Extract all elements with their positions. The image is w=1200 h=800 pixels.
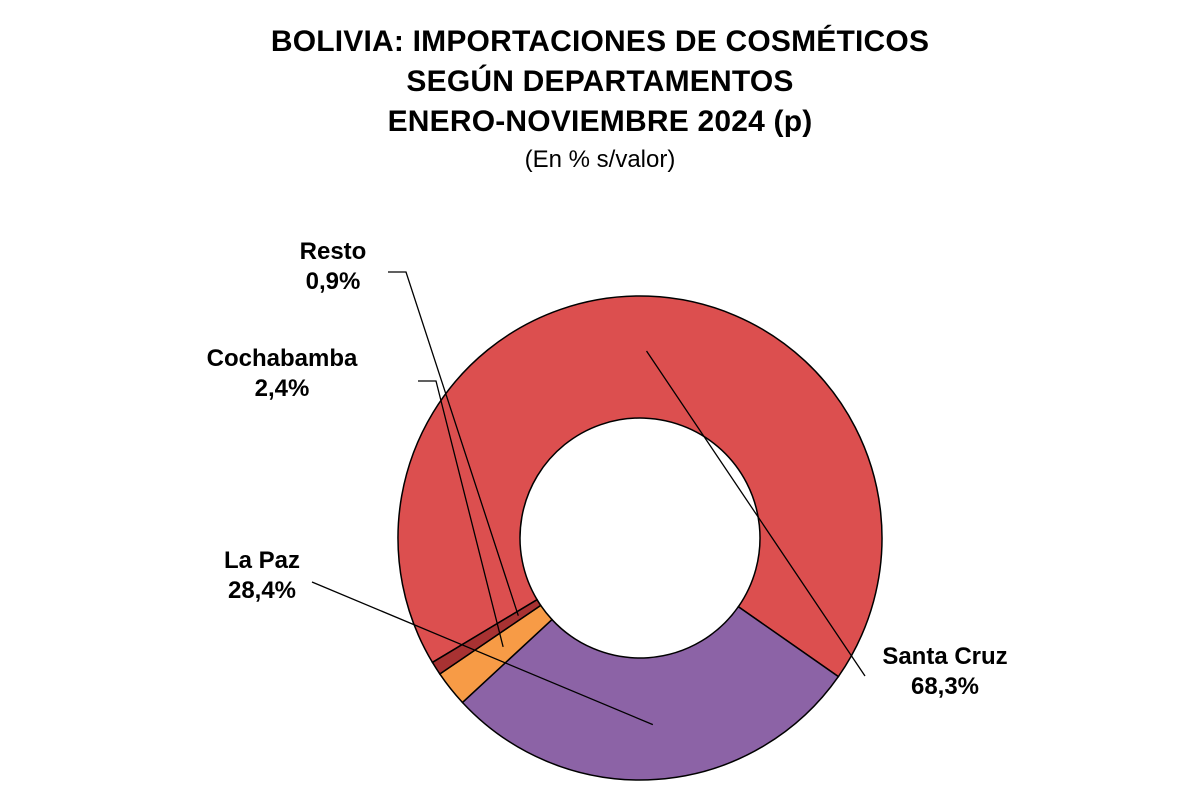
slice-value-cochabamba: 2,4%: [255, 375, 310, 402]
donut-slices: [397, 295, 883, 781]
slice-labels: Santa Cruz 68,3% La Paz 28,4% Cochabamba 2,4%…: [207, 238, 1008, 700]
chart-title-line-2: SEGÚN DEPARTAMENTOS: [406, 65, 794, 98]
leader-line-resto: [388, 271, 519, 616]
leader-line-la-paz: [311, 581, 654, 726]
slice-santa-cruz: [397, 295, 883, 678]
chart-subtitle: (En % s/valor): [524, 146, 676, 173]
slice-name-cochabamba: Cochabamba: [207, 345, 358, 372]
slice-la-paz: [461, 605, 840, 781]
leader-line-santa-cruz: [645, 350, 866, 677]
slice-value-la-paz: 28,4%: [228, 577, 296, 604]
chart-title-line-1: BOLIVIA: IMPORTACIONES DE COSMÉTICOS: [270, 25, 930, 58]
slice-name-santa-cruz: Santa Cruz: [882, 643, 1007, 670]
slice-name-la-paz: La Paz: [224, 547, 300, 574]
chart-title-line-3: ENERO-NOVIEMBRE 2024 (p): [387, 105, 813, 138]
chart-title-block: BOLIVIA: IMPORTACIONES DE COSMÉTICOS SEG…: [0, 22, 1200, 176]
slice-value-santa-cruz: 68,3%: [911, 673, 979, 700]
leader-line-cochabamba: [418, 380, 504, 648]
leader-lines: [311, 271, 866, 726]
slice-value-resto: 0,9%: [306, 268, 361, 295]
slice-name-resto: Resto: [300, 238, 367, 265]
slice-resto: [431, 598, 542, 675]
